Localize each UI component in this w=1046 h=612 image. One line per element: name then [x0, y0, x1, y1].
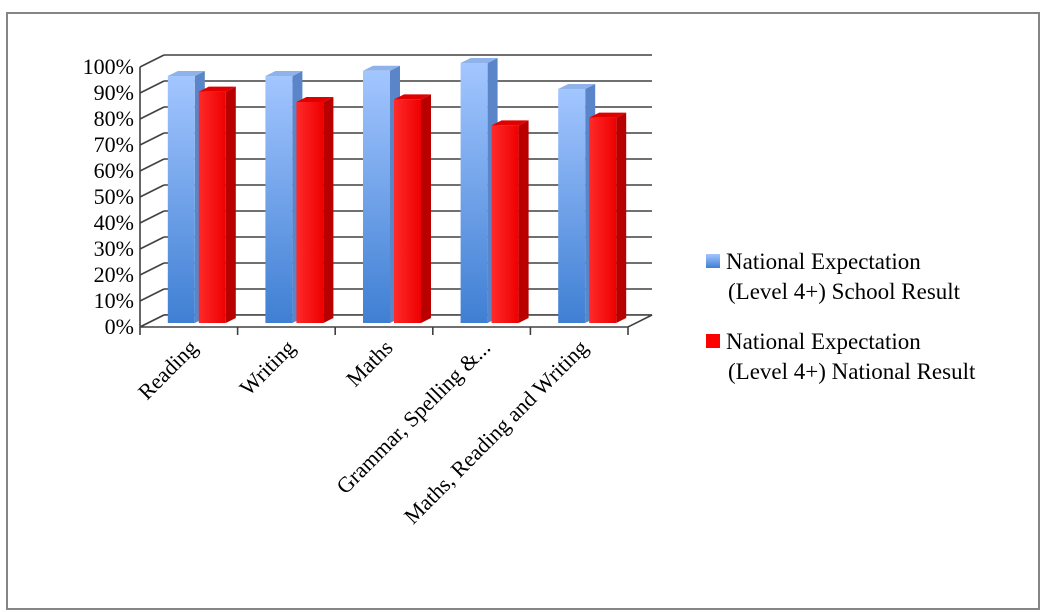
bar-top — [198, 86, 236, 92]
gridline-side — [139, 158, 165, 172]
y-tick-label: 0% — [105, 314, 134, 339]
bar-front — [589, 117, 617, 323]
bar-top — [589, 112, 627, 118]
gridline-side — [139, 236, 165, 250]
bar-front — [491, 125, 519, 324]
bar-top — [167, 71, 205, 76]
gridline-side — [139, 80, 165, 94]
gridline-side — [139, 288, 165, 302]
gridline-side — [139, 262, 165, 276]
x-tick-label: Maths — [341, 335, 398, 392]
gridline-side — [139, 132, 165, 146]
legend-label: National Expectation — [726, 329, 921, 354]
bar-front — [198, 91, 226, 323]
bar-national-result — [491, 120, 529, 324]
y-tick-label: 30% — [94, 236, 134, 261]
legend-label: National Expectation — [726, 249, 921, 274]
bar-top — [363, 65, 400, 71]
y-tick-label: 60% — [94, 158, 134, 183]
bar-front — [167, 76, 195, 323]
y-tick-label: 100% — [83, 54, 134, 79]
bar-front — [265, 76, 293, 323]
bar-side — [518, 120, 529, 324]
x-tick-label: Maths, Reading and Writing — [399, 335, 593, 529]
bar-top — [394, 94, 431, 100]
bar-front — [296, 102, 324, 323]
bar-national-result — [589, 112, 627, 323]
y-tick-label: 40% — [94, 210, 134, 235]
bar-national-result — [296, 97, 334, 323]
bar-front — [558, 89, 586, 323]
y-tick-label: 20% — [94, 262, 134, 287]
bar-top — [265, 71, 303, 76]
legend-label: (Level 4+) National Result — [728, 359, 976, 384]
y-tick-label: 50% — [94, 184, 134, 209]
bar-side — [323, 97, 334, 323]
bar-chart: 0%10%20%30%40%50%60%70%80%90%100% Readin… — [83, 54, 976, 529]
legend-item-national-result: National Expectation (Level 4+) National … — [706, 329, 976, 384]
x-tick-label: Writing — [234, 335, 299, 400]
bar-top — [558, 84, 596, 89]
bar-top — [491, 120, 529, 126]
bar-front — [363, 70, 390, 323]
bar-national-result — [198, 86, 236, 323]
gridline-side — [139, 184, 165, 198]
bar-front — [460, 63, 488, 323]
legend-item-school-result: National Expectation (Level 4+) School Re… — [706, 249, 961, 304]
bar-side — [421, 94, 431, 324]
bar-side — [225, 86, 236, 323]
legend-swatch — [706, 254, 720, 268]
bar-national-result — [394, 94, 431, 324]
y-tick-label: 10% — [94, 288, 134, 313]
legend-label: (Level 4+) School Result — [728, 279, 961, 304]
gridline-side — [139, 106, 165, 120]
bar-top — [460, 58, 498, 63]
chart-frame: 0% 10% 20% 30% 40% 50% 60% 70% 80% 90% 100% Readin… — [6, 12, 1040, 610]
legend-swatch — [706, 334, 720, 348]
bar-side — [616, 112, 627, 323]
gridline-side — [139, 54, 165, 68]
y-tick-label: 70% — [94, 132, 134, 157]
x-tick-label: Reading — [133, 335, 203, 405]
y-tick-label: 90% — [94, 80, 134, 105]
y-tick-label: 80% — [94, 106, 134, 131]
y-axis-tick-labels: 0%10%20%30%40%50%60%70%80%90%100% — [83, 54, 134, 339]
legend: National Expectation (Level 4+) School Re… — [706, 249, 976, 384]
bars — [167, 58, 627, 324]
bar-front — [394, 99, 421, 324]
bar-top — [296, 97, 334, 102]
gridline-side — [139, 210, 165, 224]
